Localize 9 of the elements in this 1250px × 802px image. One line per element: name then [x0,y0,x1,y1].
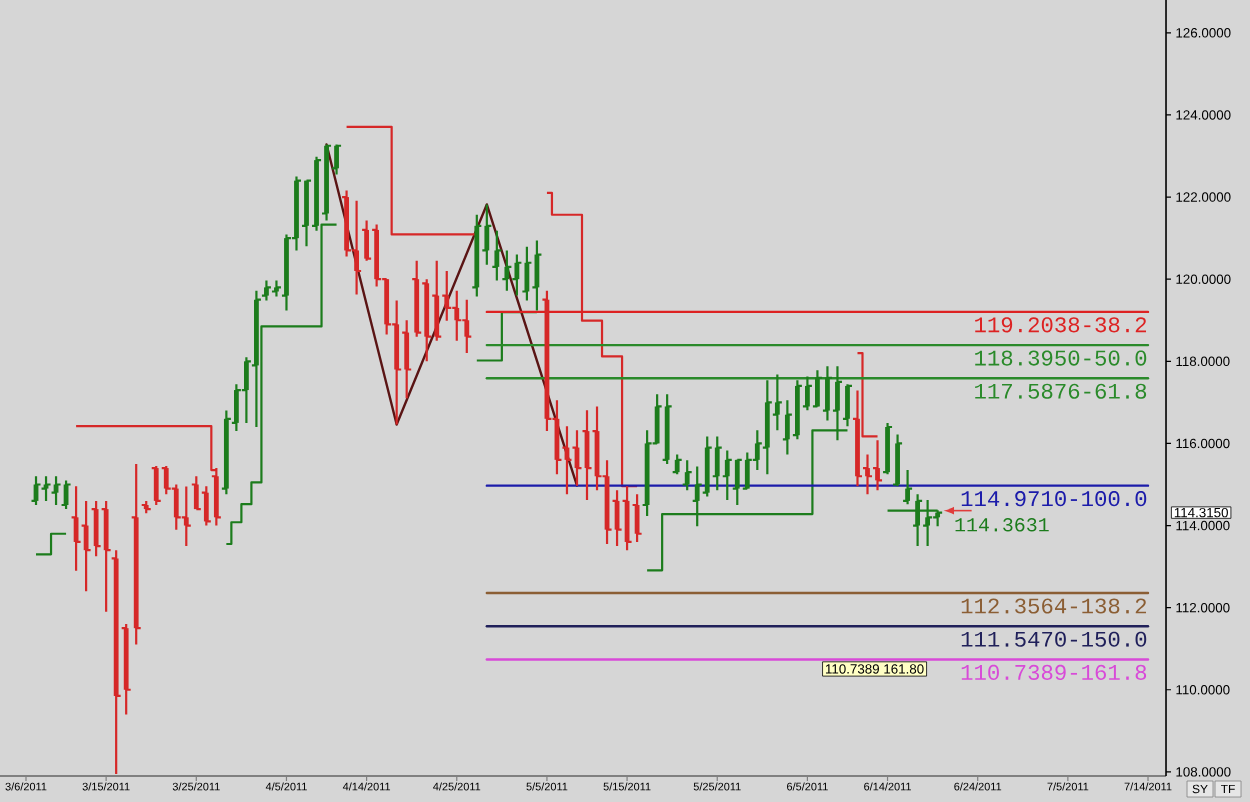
series-label: 110.7389-161.8 [961,664,1147,680]
series-label: 119.2038-38.2 [975,317,1147,333]
series-label: 117.5876-61.8 [975,383,1147,399]
line-series [325,143,579,487]
series-label: 114.9710-100.0 [961,491,1147,507]
data-label: 114.3631 [955,518,1049,532]
series-label: 112.3564-138.2 [961,598,1147,614]
series-label: 118.3950-50.0 [975,350,1147,366]
series-label: 111.5470-150.0 [961,631,1147,647]
